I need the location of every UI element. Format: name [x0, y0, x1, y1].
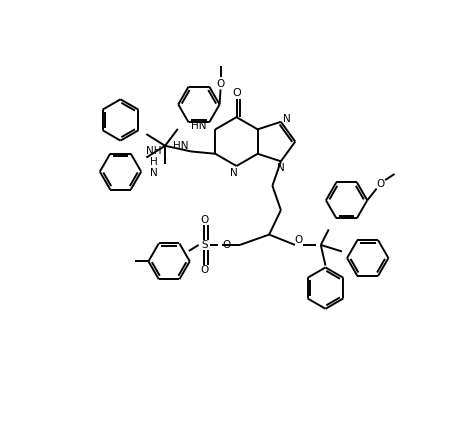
Text: N: N — [230, 167, 238, 178]
Text: O: O — [223, 240, 231, 250]
Text: O: O — [216, 79, 225, 89]
Text: H
N: H N — [150, 156, 158, 178]
Text: NH: NH — [146, 146, 161, 156]
Text: O: O — [200, 265, 209, 275]
Text: S: S — [201, 240, 208, 250]
Text: O: O — [295, 235, 303, 245]
Text: HN: HN — [192, 120, 207, 131]
Text: O: O — [377, 179, 385, 189]
Text: HN: HN — [173, 141, 189, 151]
Text: N: N — [283, 114, 290, 125]
Text: N: N — [277, 163, 285, 173]
Text: O: O — [200, 215, 209, 225]
Text: O: O — [232, 88, 241, 98]
